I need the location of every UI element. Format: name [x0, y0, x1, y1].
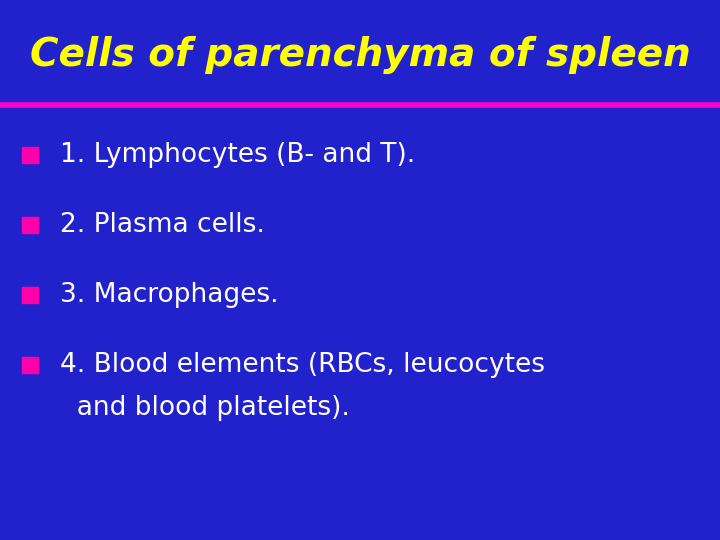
Text: 2. Plasma cells.: 2. Plasma cells. — [60, 212, 265, 238]
Text: and blood platelets).: and blood platelets). — [60, 395, 350, 421]
Text: Cells of parenchyma of spleen: Cells of parenchyma of spleen — [30, 36, 690, 74]
Text: 1. Lymphocytes (B- and T).: 1. Lymphocytes (B- and T). — [60, 142, 415, 168]
Point — [24, 151, 36, 159]
Text: 4. Blood elements (RBCs, leucocytes: 4. Blood elements (RBCs, leucocytes — [60, 352, 545, 378]
Point — [24, 361, 36, 369]
Point — [24, 291, 36, 299]
Text: 3. Macrophages.: 3. Macrophages. — [60, 282, 279, 308]
Point — [24, 221, 36, 230]
